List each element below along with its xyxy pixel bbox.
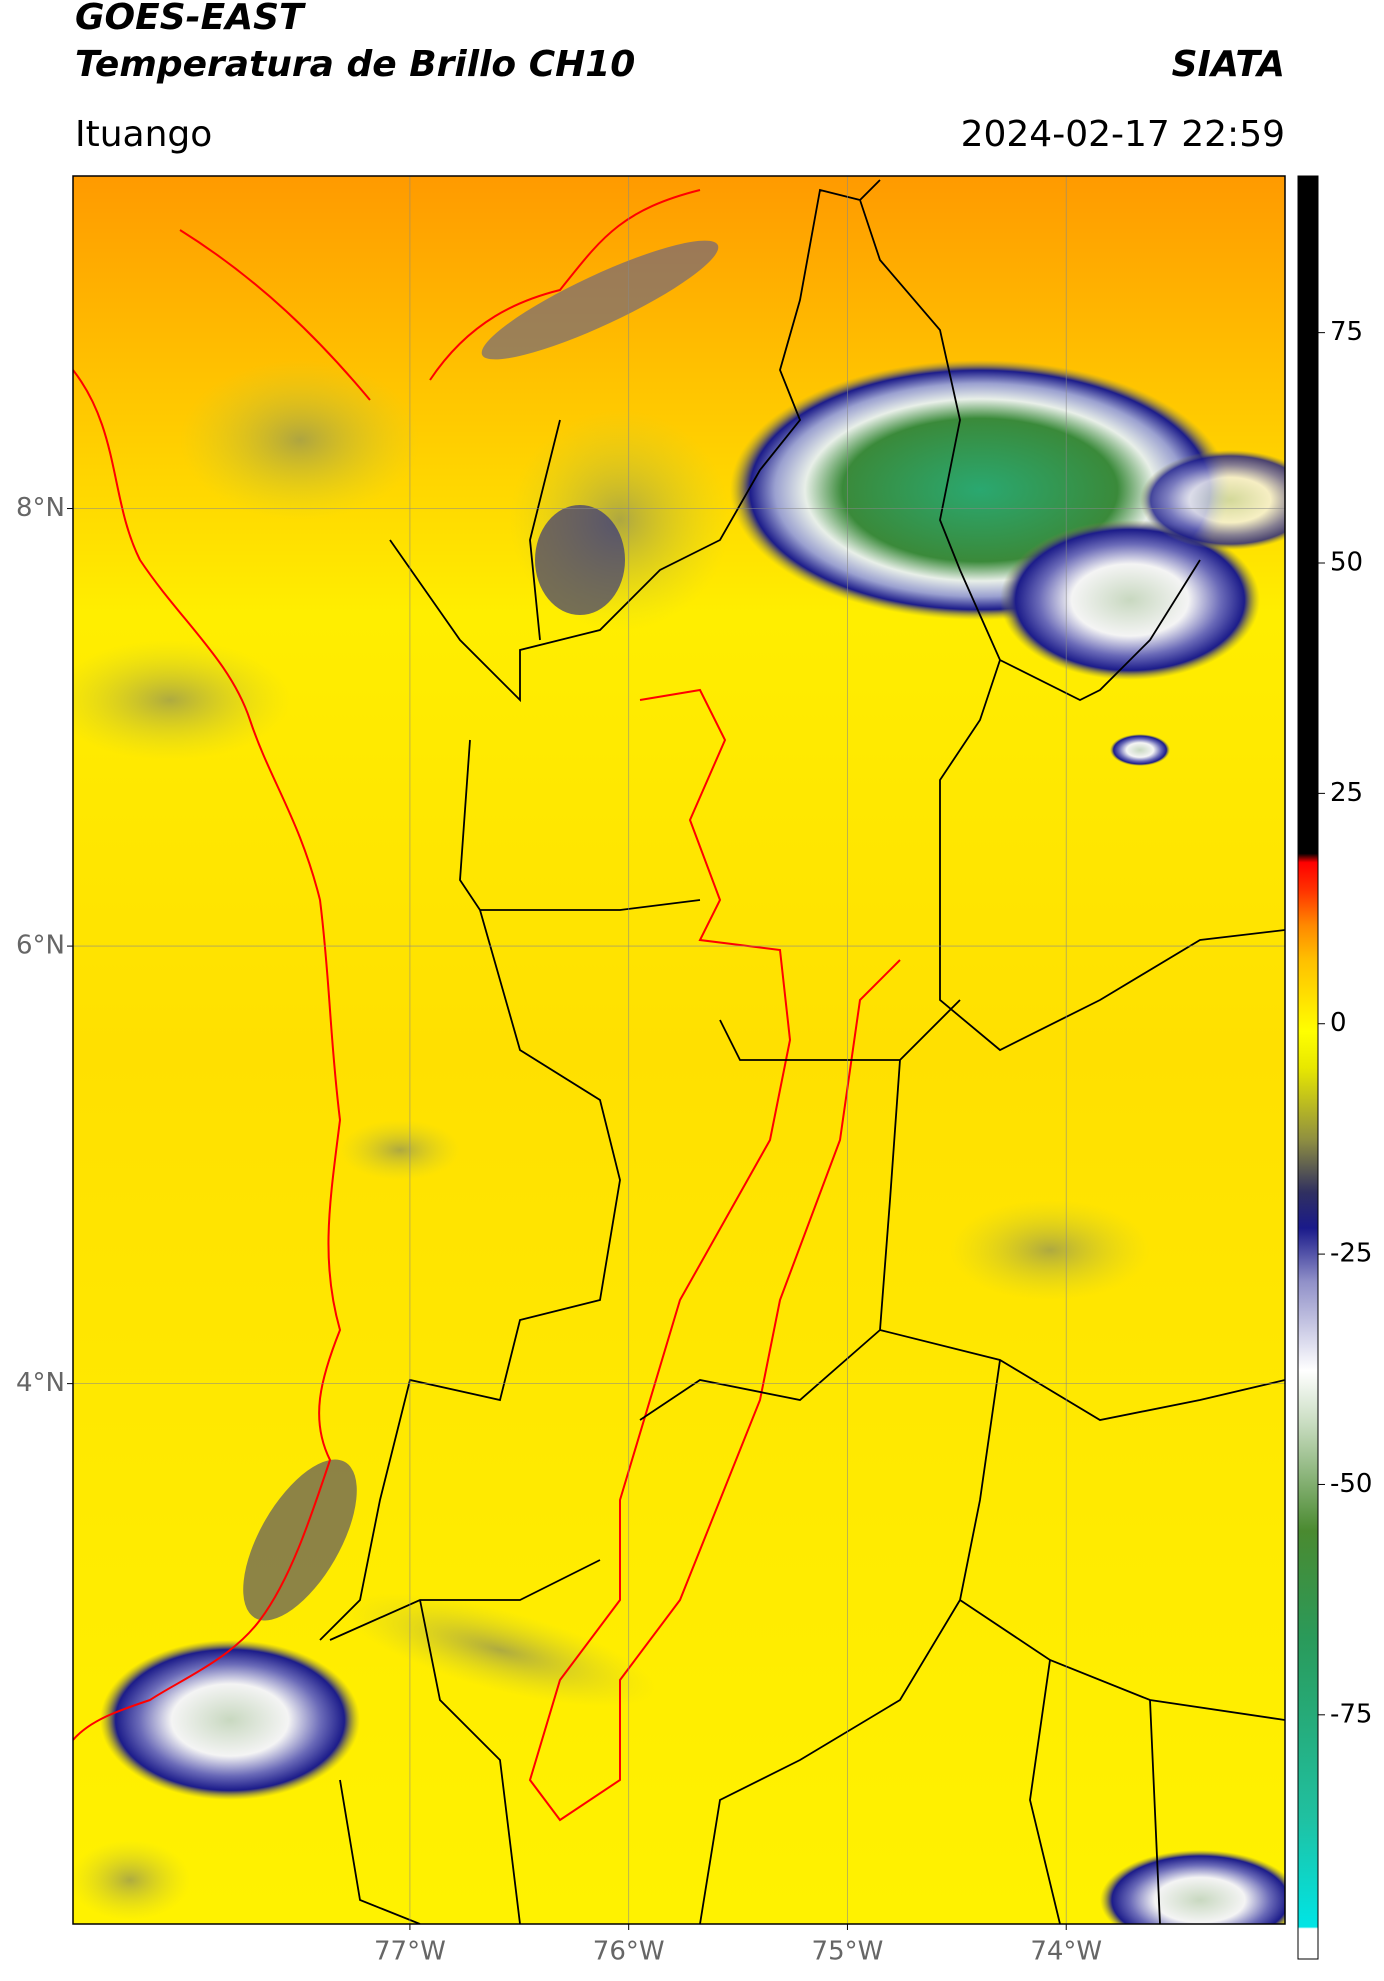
cloud (345, 1593, 655, 1707)
cloud (950, 1200, 1150, 1300)
y-tick-label: 4°N (16, 1368, 65, 1398)
location: Ituango (75, 114, 212, 155)
cloud (243, 1459, 357, 1621)
colorbar-tick-label: 50 (1330, 548, 1363, 578)
title: GOES-EAST (75, 0, 306, 38)
cloud (510, 410, 730, 630)
storm (100, 1640, 360, 1800)
cloud (481, 240, 719, 360)
y-tick-label: 8°N (16, 493, 65, 523)
x-tick-label: 77°W (374, 1937, 446, 1967)
colorbar-tick-label: -75 (1330, 1699, 1372, 1729)
colorbar-tick-label: 0 (1330, 1008, 1347, 1038)
cloud (340, 1120, 460, 1180)
cloud (535, 505, 625, 615)
border (319, 179, 1285, 1924)
x-tick-label: 75°W (812, 1937, 884, 1967)
organization: SIATA (1172, 44, 1285, 85)
x-tick-label: 74°W (1030, 1937, 1102, 1967)
colorbar (1297, 175, 1319, 1960)
grid (73, 176, 1285, 1924)
storm (1140, 450, 1285, 550)
map-image (73, 176, 1285, 1924)
map-frame (72, 175, 1286, 1925)
coastline (179, 189, 701, 401)
colorbar-tick-label: 25 (1330, 778, 1363, 808)
cloud (73, 640, 290, 760)
coastline (73, 369, 342, 1741)
colorbar-tick-label: -50 (1330, 1469, 1372, 1499)
cloud (73, 1840, 190, 1920)
storm (1000, 520, 1260, 680)
cloud (180, 360, 420, 520)
watershed (528, 688, 901, 1822)
x-tick-label: 76°W (593, 1937, 665, 1967)
y-tick-label: 6°N (16, 931, 65, 961)
colorbar-tick-label: -25 (1330, 1239, 1372, 1269)
storm (1100, 1850, 1285, 1924)
storm (1110, 734, 1170, 766)
datetime: 2024-02-17 22:59 (961, 114, 1285, 155)
colorbar-tick-label: 75 (1330, 317, 1363, 347)
subtitle: Temperatura de Brillo CH10 (75, 44, 635, 85)
